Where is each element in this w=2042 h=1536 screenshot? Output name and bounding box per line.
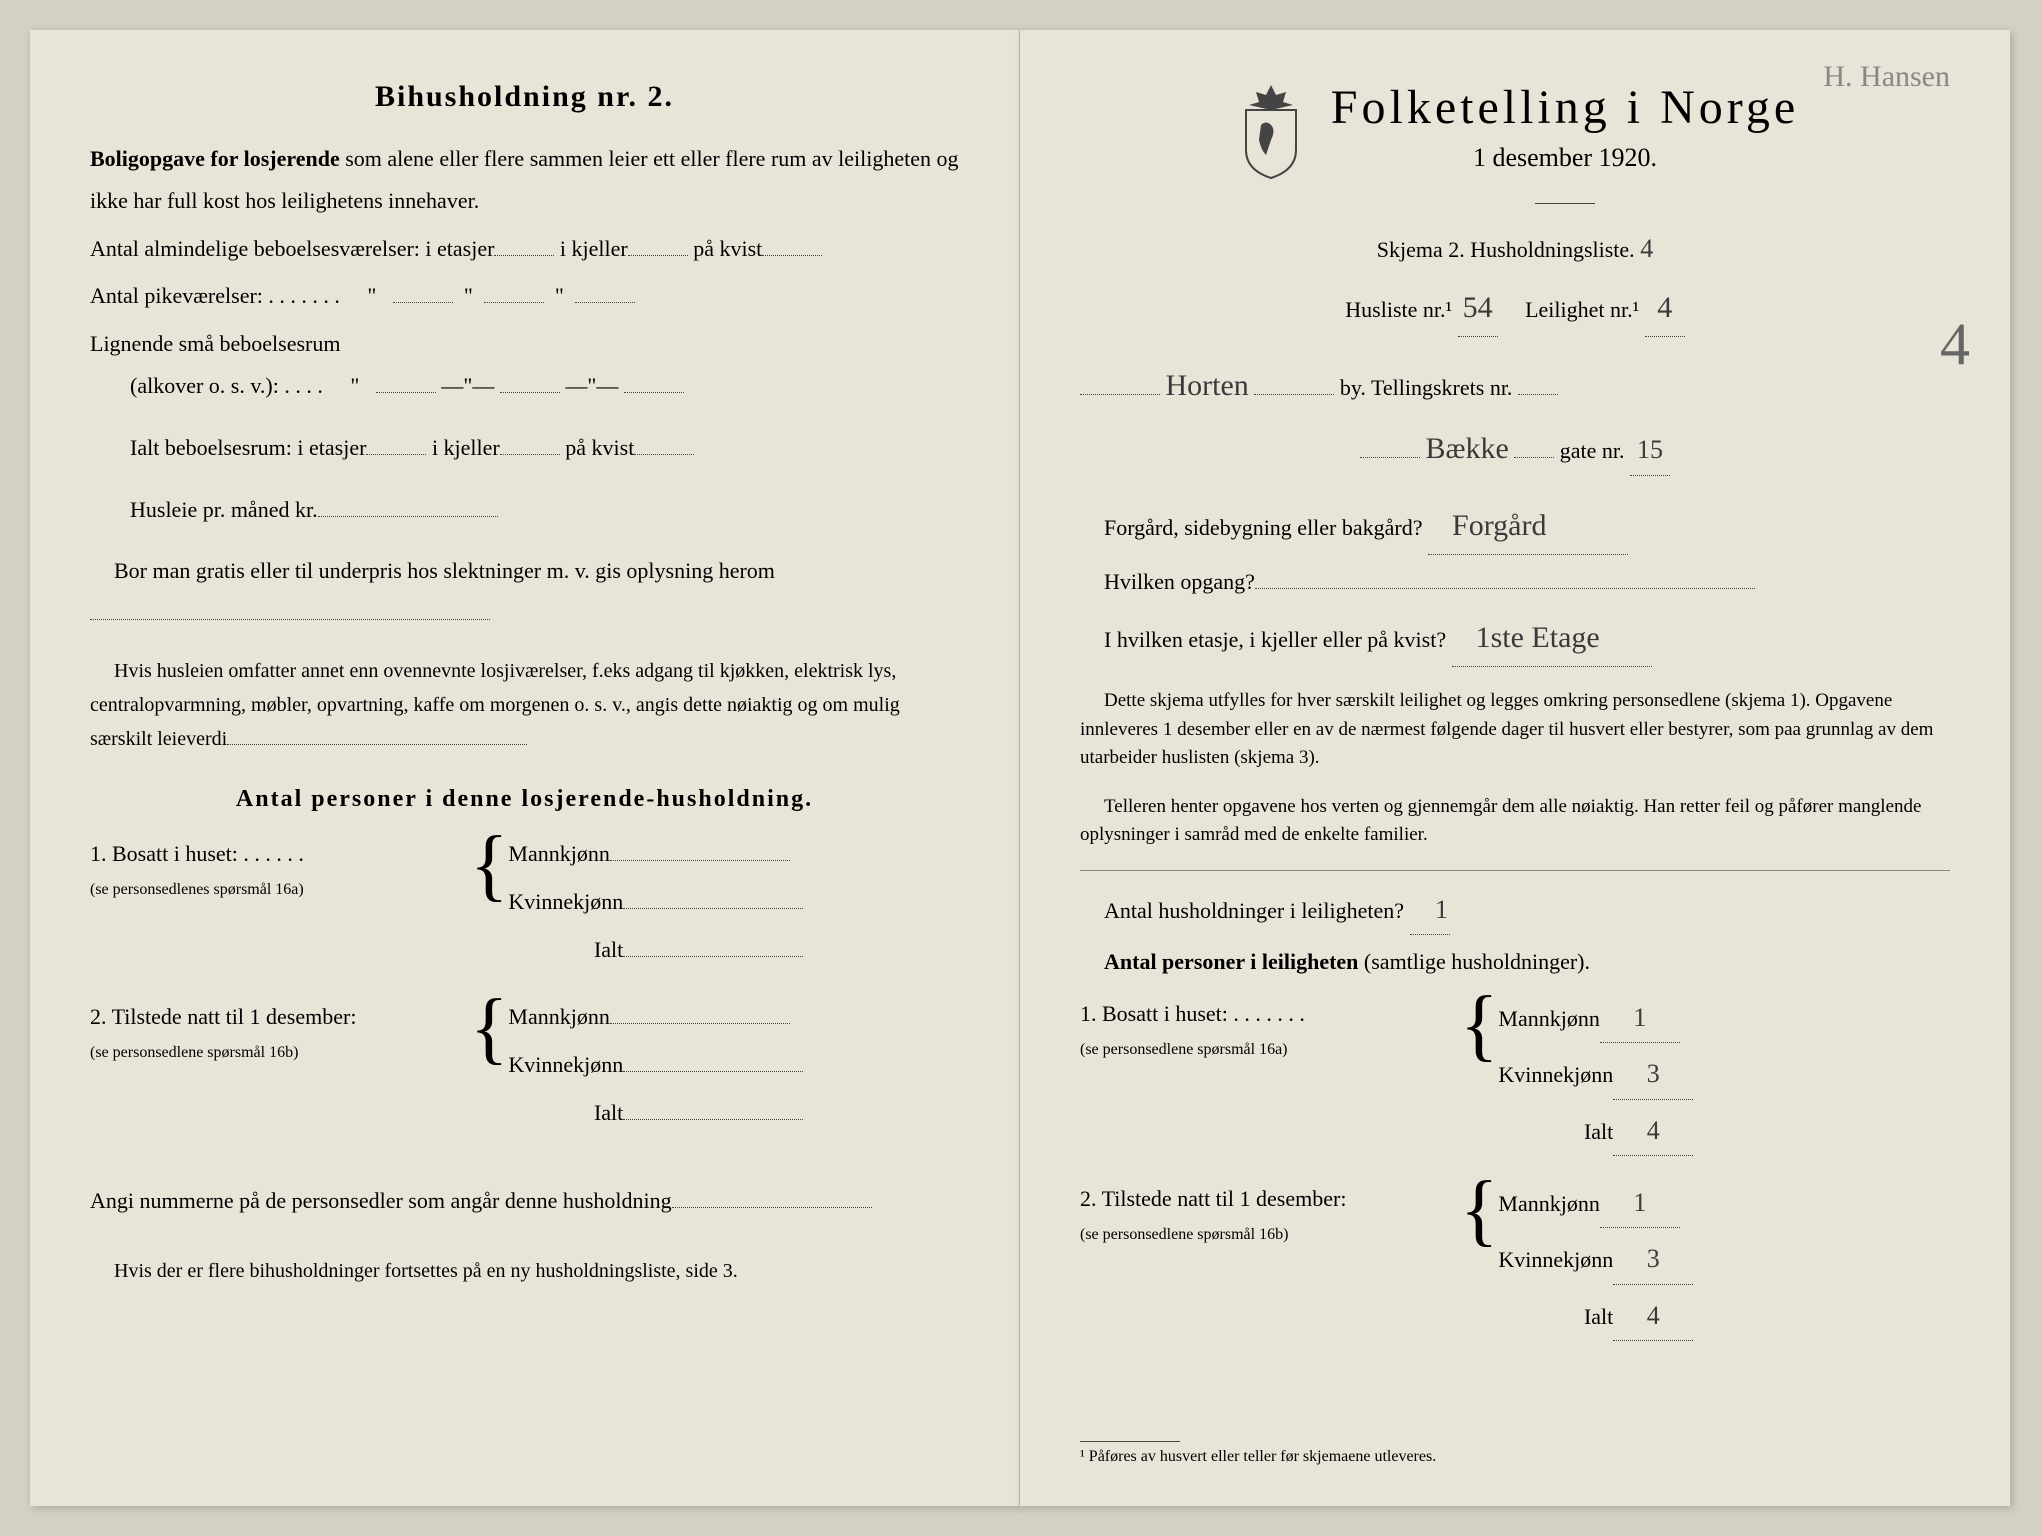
brace-icon: {: [1460, 993, 1498, 1057]
footnote: ¹ Påføres av husvert eller teller før sk…: [1080, 1441, 1436, 1466]
divider: [1535, 203, 1595, 204]
antal-hush: Antal husholdninger i leiligheten? 1: [1080, 885, 1950, 935]
brace-icon: {: [1460, 1178, 1498, 1242]
instr1: Dette skjema utfylles for hver særskilt …: [1080, 687, 1950, 773]
line4: Ialt beboelsesrum: i etasjer i kjeller p…: [130, 427, 959, 469]
opgang-line: Hvilken opgang?: [1080, 561, 1950, 603]
para4: Angi nummerne på de personsedler som ang…: [90, 1180, 959, 1222]
r2-female: 3: [1613, 1234, 1693, 1284]
husliste-line: Husliste nr.¹ 54 Leilighet nr.¹ 4: [1080, 279, 1950, 337]
line1: Antal almindelige beboelsesværelser: i e…: [90, 228, 959, 270]
r2-total: 4: [1613, 1291, 1693, 1341]
left-row2: 2. Tilstede natt til 1 desember: (se per…: [90, 996, 959, 1139]
left-section-title: Antal personer i denne losjerende-hushol…: [90, 786, 959, 813]
main-title: Folketelling i Norge: [1331, 80, 1799, 135]
forgard-val: Forgård: [1428, 497, 1628, 555]
right-page: H. Hansen Folketelling i Norge 1 desembe…: [1020, 30, 2010, 1506]
hr: [1080, 870, 1950, 871]
left-page: Bihusholdning nr. 2. Boligopgave for los…: [30, 30, 1020, 1506]
husliste-val: 54: [1458, 279, 1498, 337]
gate-val: 15: [1630, 425, 1670, 475]
r1-female: 3: [1613, 1049, 1693, 1099]
brace-icon: {: [470, 996, 508, 1060]
etasje-val: 1ste Etage: [1452, 609, 1652, 667]
left-title: Bihusholdning nr. 2.: [90, 80, 959, 114]
top-signature: H. Hansen: [1823, 60, 1950, 94]
street-val: Bække: [1425, 432, 1508, 465]
city-line: Horten by. Tellingskrets nr.: [1080, 357, 1950, 414]
line3: Lignende små beboelsesrum (alkover o. s.…: [90, 323, 959, 407]
para1-bold: Boligopgave for losjerende: [90, 146, 340, 171]
instr2: Telleren henter opgavene hos verten og g…: [1080, 793, 1950, 850]
right-row2: 2. Tilstede natt til 1 desember: (se per…: [1080, 1178, 1950, 1347]
etasje-line: I hvilken etasje, i kjeller eller på kvi…: [1080, 609, 1950, 667]
header: Folketelling i Norge 1 desember 1920.: [1080, 80, 1950, 224]
right-row1: 1. Bosatt i huset: . . . . . . . (se per…: [1080, 993, 1950, 1162]
line2: Antal pikeværelser: . . . . . . . " " ": [90, 275, 959, 317]
big-krets-num: 4: [1940, 310, 1970, 379]
r1-male: 1: [1600, 993, 1680, 1043]
coat-of-arms-icon: [1231, 80, 1311, 180]
r2-male: 1: [1600, 1178, 1680, 1228]
brace-icon: {: [470, 833, 508, 897]
r1-total: 4: [1613, 1106, 1693, 1156]
para2: Bor man gratis eller til underpris hos s…: [90, 550, 959, 634]
para1: Boligopgave for losjerende som alene ell…: [90, 138, 959, 222]
antal-hush-val: 1: [1410, 885, 1450, 935]
leilighet-val: 4: [1645, 279, 1685, 337]
para3: Hvis husleien omfatter annet enn ovennev…: [90, 654, 959, 756]
left-row1: 1. Bosatt i huset: . . . . . . (se perso…: [90, 833, 959, 976]
city-val: Horten: [1166, 369, 1249, 402]
line5: Husleie pr. måned kr.: [130, 489, 959, 531]
skjema-num: 4: [1640, 234, 1653, 263]
skjema-line: Skjema 2. Husholdningsliste. 4: [1080, 224, 1950, 273]
street-line: Bække gate nr. 15: [1080, 420, 1950, 477]
antal-pers: Antal personer i leiligheten (samtlige h…: [1080, 941, 1950, 983]
para5: Hvis der er flere bihusholdninger fortse…: [90, 1252, 959, 1290]
subtitle-date: 1 desember 1920.: [1331, 143, 1799, 173]
forgard-line: Forgård, sidebygning eller bakgård? Forg…: [1080, 497, 1950, 555]
